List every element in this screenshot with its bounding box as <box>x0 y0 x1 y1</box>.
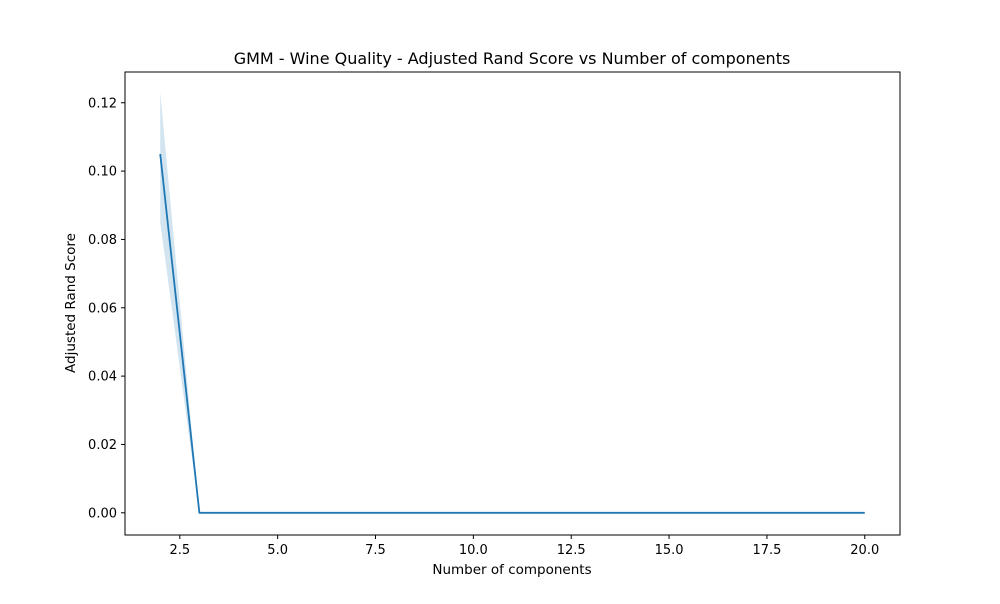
y-tick-label: 0.02 <box>88 438 117 453</box>
y-axis: 0.00 0.02 0.04 0.06 0.08 0.10 0.12 <box>88 96 125 521</box>
x-tick-label: 7.5 <box>365 543 386 558</box>
chart-title: GMM - Wine Quality - Adjusted Rand Score… <box>234 49 791 68</box>
plot-area <box>159 92 865 514</box>
x-tick-label: 15.0 <box>655 543 684 558</box>
x-tick-label: 5.0 <box>267 543 288 558</box>
y-tick-label: 0.00 <box>88 506 117 521</box>
x-tick-label: 12.5 <box>557 543 586 558</box>
y-tick-label: 0.04 <box>88 370 117 385</box>
x-axis: 2.5 5.0 7.5 10.0 12.5 15.0 17.5 20.0 <box>169 535 879 558</box>
x-tick-label: 10.0 <box>459 543 488 558</box>
axes-frame <box>124 71 901 536</box>
y-tick-label: 0.08 <box>88 233 117 248</box>
series-0-line <box>159 153 865 514</box>
y-tick-label: 0.12 <box>88 96 117 111</box>
y-axis-label: Adjusted Rand Score <box>63 233 79 373</box>
y-tick-label: 0.06 <box>88 301 117 316</box>
y-tick-label: 0.10 <box>88 165 117 180</box>
x-tick-label: 2.5 <box>169 543 190 558</box>
x-axis-label: Number of components <box>432 562 591 578</box>
x-tick-label: 17.5 <box>752 543 781 558</box>
x-tick-label: 20.0 <box>850 543 879 558</box>
